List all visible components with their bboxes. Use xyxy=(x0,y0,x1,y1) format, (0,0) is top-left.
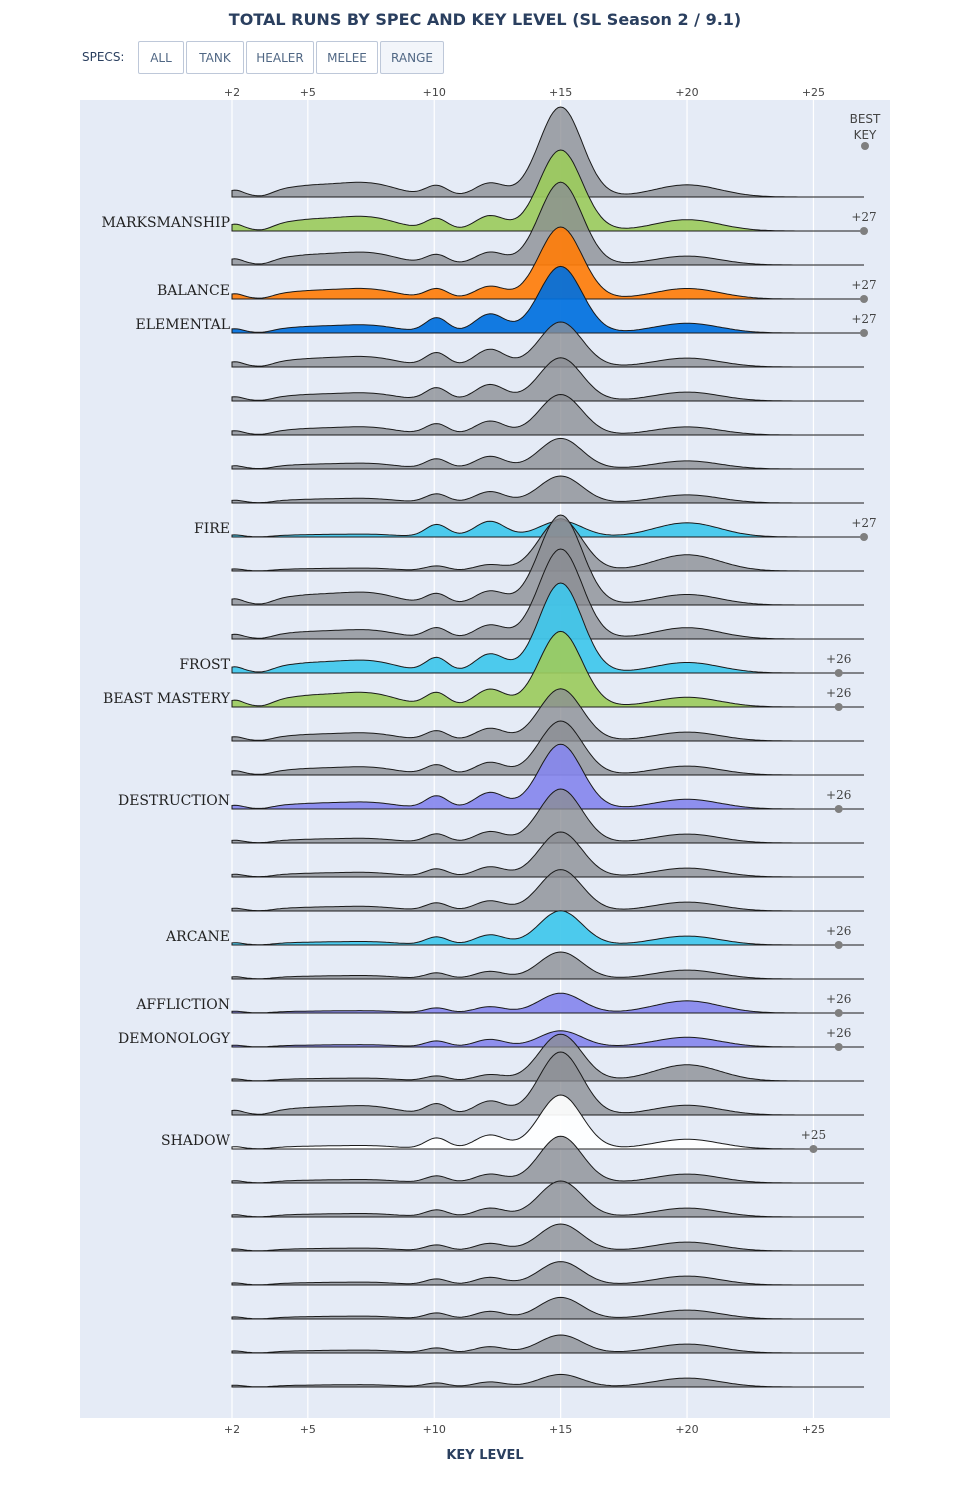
best-key-marker xyxy=(860,295,868,303)
ridge-other-spec xyxy=(231,106,864,198)
spec-label: SHADOW xyxy=(161,1133,231,1149)
ridge-elemental xyxy=(231,265,864,334)
best-key-label: +26 xyxy=(826,924,851,938)
best-key-header-marker xyxy=(861,142,869,150)
ridge-other-spec xyxy=(231,514,864,606)
spec-label: BALANCE xyxy=(157,283,230,299)
spec-label: DESTRUCTION xyxy=(118,793,230,809)
ridge-shadow xyxy=(231,1094,864,1150)
best-key-label: +25 xyxy=(801,1128,826,1142)
best-key-marker xyxy=(834,805,843,813)
ridge-other-spec xyxy=(231,475,864,504)
x-tick-bottom-label: +25 xyxy=(802,1423,825,1436)
ridge-balance xyxy=(231,226,864,300)
ridge-other-spec xyxy=(231,181,864,266)
ridge-other-spec xyxy=(231,1223,864,1252)
x-axis-top: +2 +5 +10 +15 +20 +25 xyxy=(224,86,825,99)
best-key-marker xyxy=(834,1043,843,1051)
ridge-other-spec xyxy=(231,321,864,368)
best-key-label: +26 xyxy=(826,686,851,700)
ridge-other-spec xyxy=(231,357,864,402)
spec-label: DEMONOLOGY xyxy=(118,1031,231,1047)
ridges xyxy=(231,106,864,1388)
ridge-beast-mastery xyxy=(231,630,864,708)
chart-title: TOTAL RUNS BY SPEC AND KEY LEVEL (SL Sea… xyxy=(228,10,742,29)
ridge-other-spec xyxy=(231,1373,864,1388)
best-key-marker xyxy=(834,669,843,677)
ridge-frost xyxy=(231,582,864,674)
ridge-other-spec xyxy=(231,1135,864,1184)
x-axis-label: KEY LEVEL xyxy=(446,1448,524,1463)
best-key-label: +27 xyxy=(851,210,876,224)
x-tick-top-label: +20 xyxy=(675,86,698,99)
ridge-other-spec xyxy=(231,1296,864,1320)
best-key-marker xyxy=(860,329,868,337)
best-key-label: +27 xyxy=(851,516,876,530)
best-key-marker xyxy=(860,227,868,235)
spec-label: BEAST MASTERY xyxy=(103,691,231,707)
ridge-other-spec xyxy=(231,1033,864,1082)
ridge-other-spec xyxy=(231,720,864,776)
ridge-other-spec xyxy=(231,788,864,844)
spec-label: FROST xyxy=(179,657,230,673)
ridge-destruction xyxy=(231,743,864,810)
best-key-marker xyxy=(834,703,843,711)
ridge-other-spec xyxy=(231,548,864,640)
best-key-label: +27 xyxy=(851,312,876,326)
best-key-label: +27 xyxy=(851,278,876,292)
ridge-other-spec xyxy=(231,1180,864,1218)
ridge-other-spec xyxy=(231,869,864,912)
x-axis-bottom: +2 +5 +10 +15 +20 +25 xyxy=(224,1423,825,1436)
best-key-marker xyxy=(860,533,868,541)
best-key-label: +26 xyxy=(826,992,851,1006)
x-tick-top-label: +25 xyxy=(802,86,825,99)
filter-range-button[interactable]: RANGE xyxy=(380,41,444,74)
filter-healer-button[interactable]: HEALER xyxy=(246,41,314,74)
best-key-header-line2: KEY xyxy=(854,128,877,142)
x-tick-bottom-label: +10 xyxy=(423,1423,446,1436)
x-tick-bottom-label: +15 xyxy=(549,1423,572,1436)
ridge-affliction xyxy=(231,992,864,1014)
x-tick-bottom-label: +5 xyxy=(300,1423,316,1436)
best-key-label: +26 xyxy=(826,1026,851,1040)
x-tick-bottom-label: +2 xyxy=(224,1423,240,1436)
spec-label: FIRE xyxy=(194,521,230,537)
x-tick-top-label: +10 xyxy=(423,86,446,99)
ridge-other-spec xyxy=(231,1051,864,1116)
ridge-other-spec xyxy=(231,437,864,470)
ridge-arcane xyxy=(231,910,864,946)
x-tick-top-label: +15 xyxy=(549,86,572,99)
filter-all-button[interactable]: ALL xyxy=(138,41,184,74)
best-keys: BEST KEY +27 +27 +27 +27 +26 +26 +26 +26 +26 +26 +… xyxy=(801,112,881,1153)
best-key-label: +26 xyxy=(826,652,851,666)
best-key-marker xyxy=(834,941,843,949)
specs-filter-label: SPECS: xyxy=(82,50,125,64)
spec-label: ELEMENTAL xyxy=(135,317,230,333)
spec-labels: MARKSMANSHIP BALANCE ELEMENTAL FIRE FROST BEA… xyxy=(102,215,231,1149)
x-tick-bottom-label: +20 xyxy=(675,1423,698,1436)
ridge-other-spec xyxy=(231,1261,864,1286)
ridge-other-spec xyxy=(231,951,864,980)
ridge-other-spec xyxy=(231,393,864,436)
ridge-demonology xyxy=(231,1030,864,1048)
best-key-marker xyxy=(809,1145,818,1153)
spec-label: ARCANE xyxy=(165,929,230,945)
ridge-other-spec xyxy=(231,1334,864,1354)
best-key-marker xyxy=(834,1009,843,1017)
x-tick-top-label: +2 xyxy=(224,86,240,99)
best-key-label: +26 xyxy=(826,788,851,802)
best-key-header-line1: BEST xyxy=(850,112,881,126)
ridge-other-spec xyxy=(231,831,864,878)
ridge-marksmanship xyxy=(231,149,864,232)
filter-melee-button[interactable]: MELEE xyxy=(316,41,378,74)
spec-label: MARKSMANSHIP xyxy=(102,215,230,231)
ridge-other-spec xyxy=(231,688,864,742)
filter-tank-button[interactable]: TANK xyxy=(186,41,244,74)
x-tick-top-label: +5 xyxy=(300,86,316,99)
spec-label: AFFLICTION xyxy=(135,997,230,1013)
